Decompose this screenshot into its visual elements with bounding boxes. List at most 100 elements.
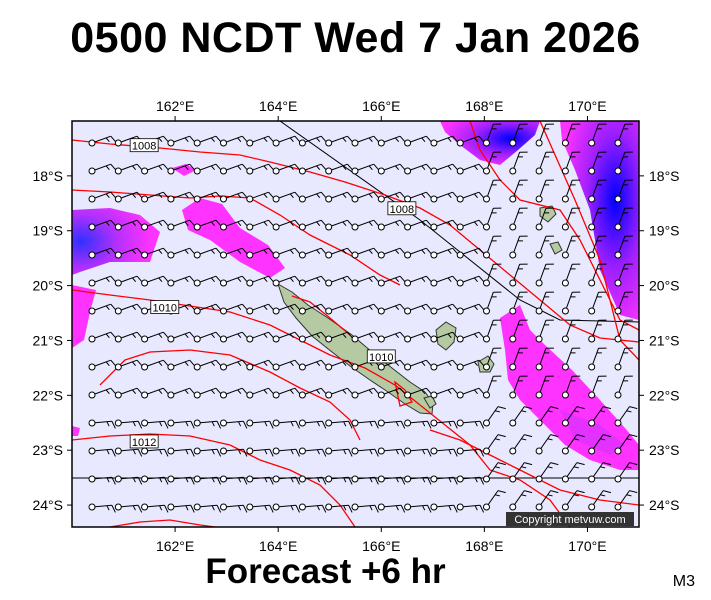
wind-barb	[483, 291, 502, 315]
wind-barb	[167, 447, 195, 457]
wind-barb	[456, 303, 485, 315]
wind-barb	[588, 347, 607, 371]
wind-barb	[404, 219, 432, 231]
wind-barb	[377, 475, 406, 485]
lat-tick-label-right: 20°S	[649, 278, 680, 294]
map-title: 0500 NCDT Wed 7 Jan 2026	[70, 14, 641, 62]
lon-tick-label-bottom: 166°E	[362, 538, 400, 554]
wind-barb	[88, 219, 117, 231]
wind-barb	[193, 163, 222, 175]
wind-barb	[141, 331, 169, 343]
isobar-label-box	[129, 138, 159, 153]
wind-barb	[88, 331, 117, 343]
wind-barb	[404, 191, 432, 203]
wind-barb	[298, 447, 327, 457]
wind-barb	[614, 347, 633, 371]
wind-barb	[193, 275, 222, 287]
wind-barb	[404, 387, 432, 399]
lat-tick-label-right: 18°S	[649, 168, 680, 184]
wind-barb	[588, 291, 607, 315]
wind-barb	[298, 331, 327, 343]
wind-barb	[456, 219, 485, 231]
wind-barb	[246, 387, 275, 399]
wind-barb	[614, 319, 633, 343]
wind-barb	[167, 275, 196, 287]
wind-barb	[325, 419, 353, 429]
wind-barb	[614, 151, 633, 175]
wind-barb	[456, 331, 485, 343]
wind-barb	[614, 434, 638, 455]
wind-barb	[325, 475, 353, 485]
wind-barb	[88, 387, 117, 399]
wind-barb	[167, 387, 196, 399]
wind-barb	[88, 275, 117, 287]
wind-barb	[404, 331, 432, 343]
wind-barb	[483, 207, 502, 231]
wind-barb	[430, 387, 459, 399]
wind-barb	[588, 462, 612, 483]
wind-barb	[167, 247, 196, 259]
wind-barb	[325, 447, 353, 457]
lifou-island	[435, 321, 457, 351]
wind-barb	[614, 406, 638, 427]
wind-barb	[298, 419, 327, 429]
wind-barb	[456, 419, 485, 429]
wind-barb	[561, 235, 581, 259]
wind-barb	[588, 207, 607, 231]
isobar-east-a	[539, 121, 639, 361]
wind-barb	[509, 347, 528, 371]
wind-barb	[325, 503, 353, 513]
wind-barb	[430, 163, 459, 175]
lon-tick-label-bottom: 164°E	[259, 538, 297, 554]
wind-barb	[535, 207, 554, 231]
wind-barb	[141, 475, 169, 485]
isle-of-pines	[423, 395, 437, 409]
wind-barb	[614, 375, 633, 399]
wind-barb	[272, 303, 301, 315]
wind-barb	[88, 475, 116, 485]
wind-barb	[588, 235, 607, 259]
wind-barb	[377, 191, 406, 203]
wind-barb	[141, 247, 169, 259]
lat-tick-label-left: 24°S	[32, 497, 63, 513]
wind-barb	[561, 151, 581, 175]
wind-barb	[588, 179, 607, 203]
wind-barb	[114, 191, 143, 203]
wind-barb	[167, 475, 195, 485]
copyright-box	[506, 512, 634, 526]
wind-barb	[483, 406, 506, 427]
wind-barb	[483, 263, 502, 287]
wind-barb	[246, 503, 274, 513]
wind-barb	[351, 387, 380, 399]
wind-barb	[88, 419, 116, 429]
wind-barb	[298, 475, 327, 485]
wind-barb	[114, 475, 143, 485]
wind-barb	[141, 503, 169, 513]
wind-barb	[404, 359, 432, 371]
wind-barb	[456, 247, 485, 259]
forecast-subtitle: Forecast +6 hr	[205, 552, 446, 591]
wind-barb	[377, 163, 406, 175]
wind-barb	[141, 163, 169, 175]
wind-barb	[114, 247, 143, 259]
wind-barb	[298, 135, 327, 147]
wind-barb	[325, 135, 354, 147]
wind-barb	[456, 447, 485, 457]
wind-barb	[561, 291, 581, 315]
wind-barb	[430, 503, 458, 513]
wind-barb	[483, 490, 506, 511]
wind-barb	[377, 419, 406, 429]
lon-tick-label-bottom: 170°E	[568, 538, 606, 554]
wind-barb	[220, 163, 248, 175]
wind-barb	[272, 359, 301, 371]
isobar-label-box	[366, 349, 396, 364]
wind-barb	[456, 275, 485, 287]
wind-barb	[614, 263, 633, 287]
wind-barb	[377, 359, 406, 371]
isobar-label-box	[129, 434, 159, 449]
lat-tick-label-left: 21°S	[32, 332, 63, 348]
wind-barb	[588, 319, 607, 343]
copyright-text: Copyright metvuw.com	[514, 514, 625, 526]
wind-barb	[298, 387, 327, 399]
